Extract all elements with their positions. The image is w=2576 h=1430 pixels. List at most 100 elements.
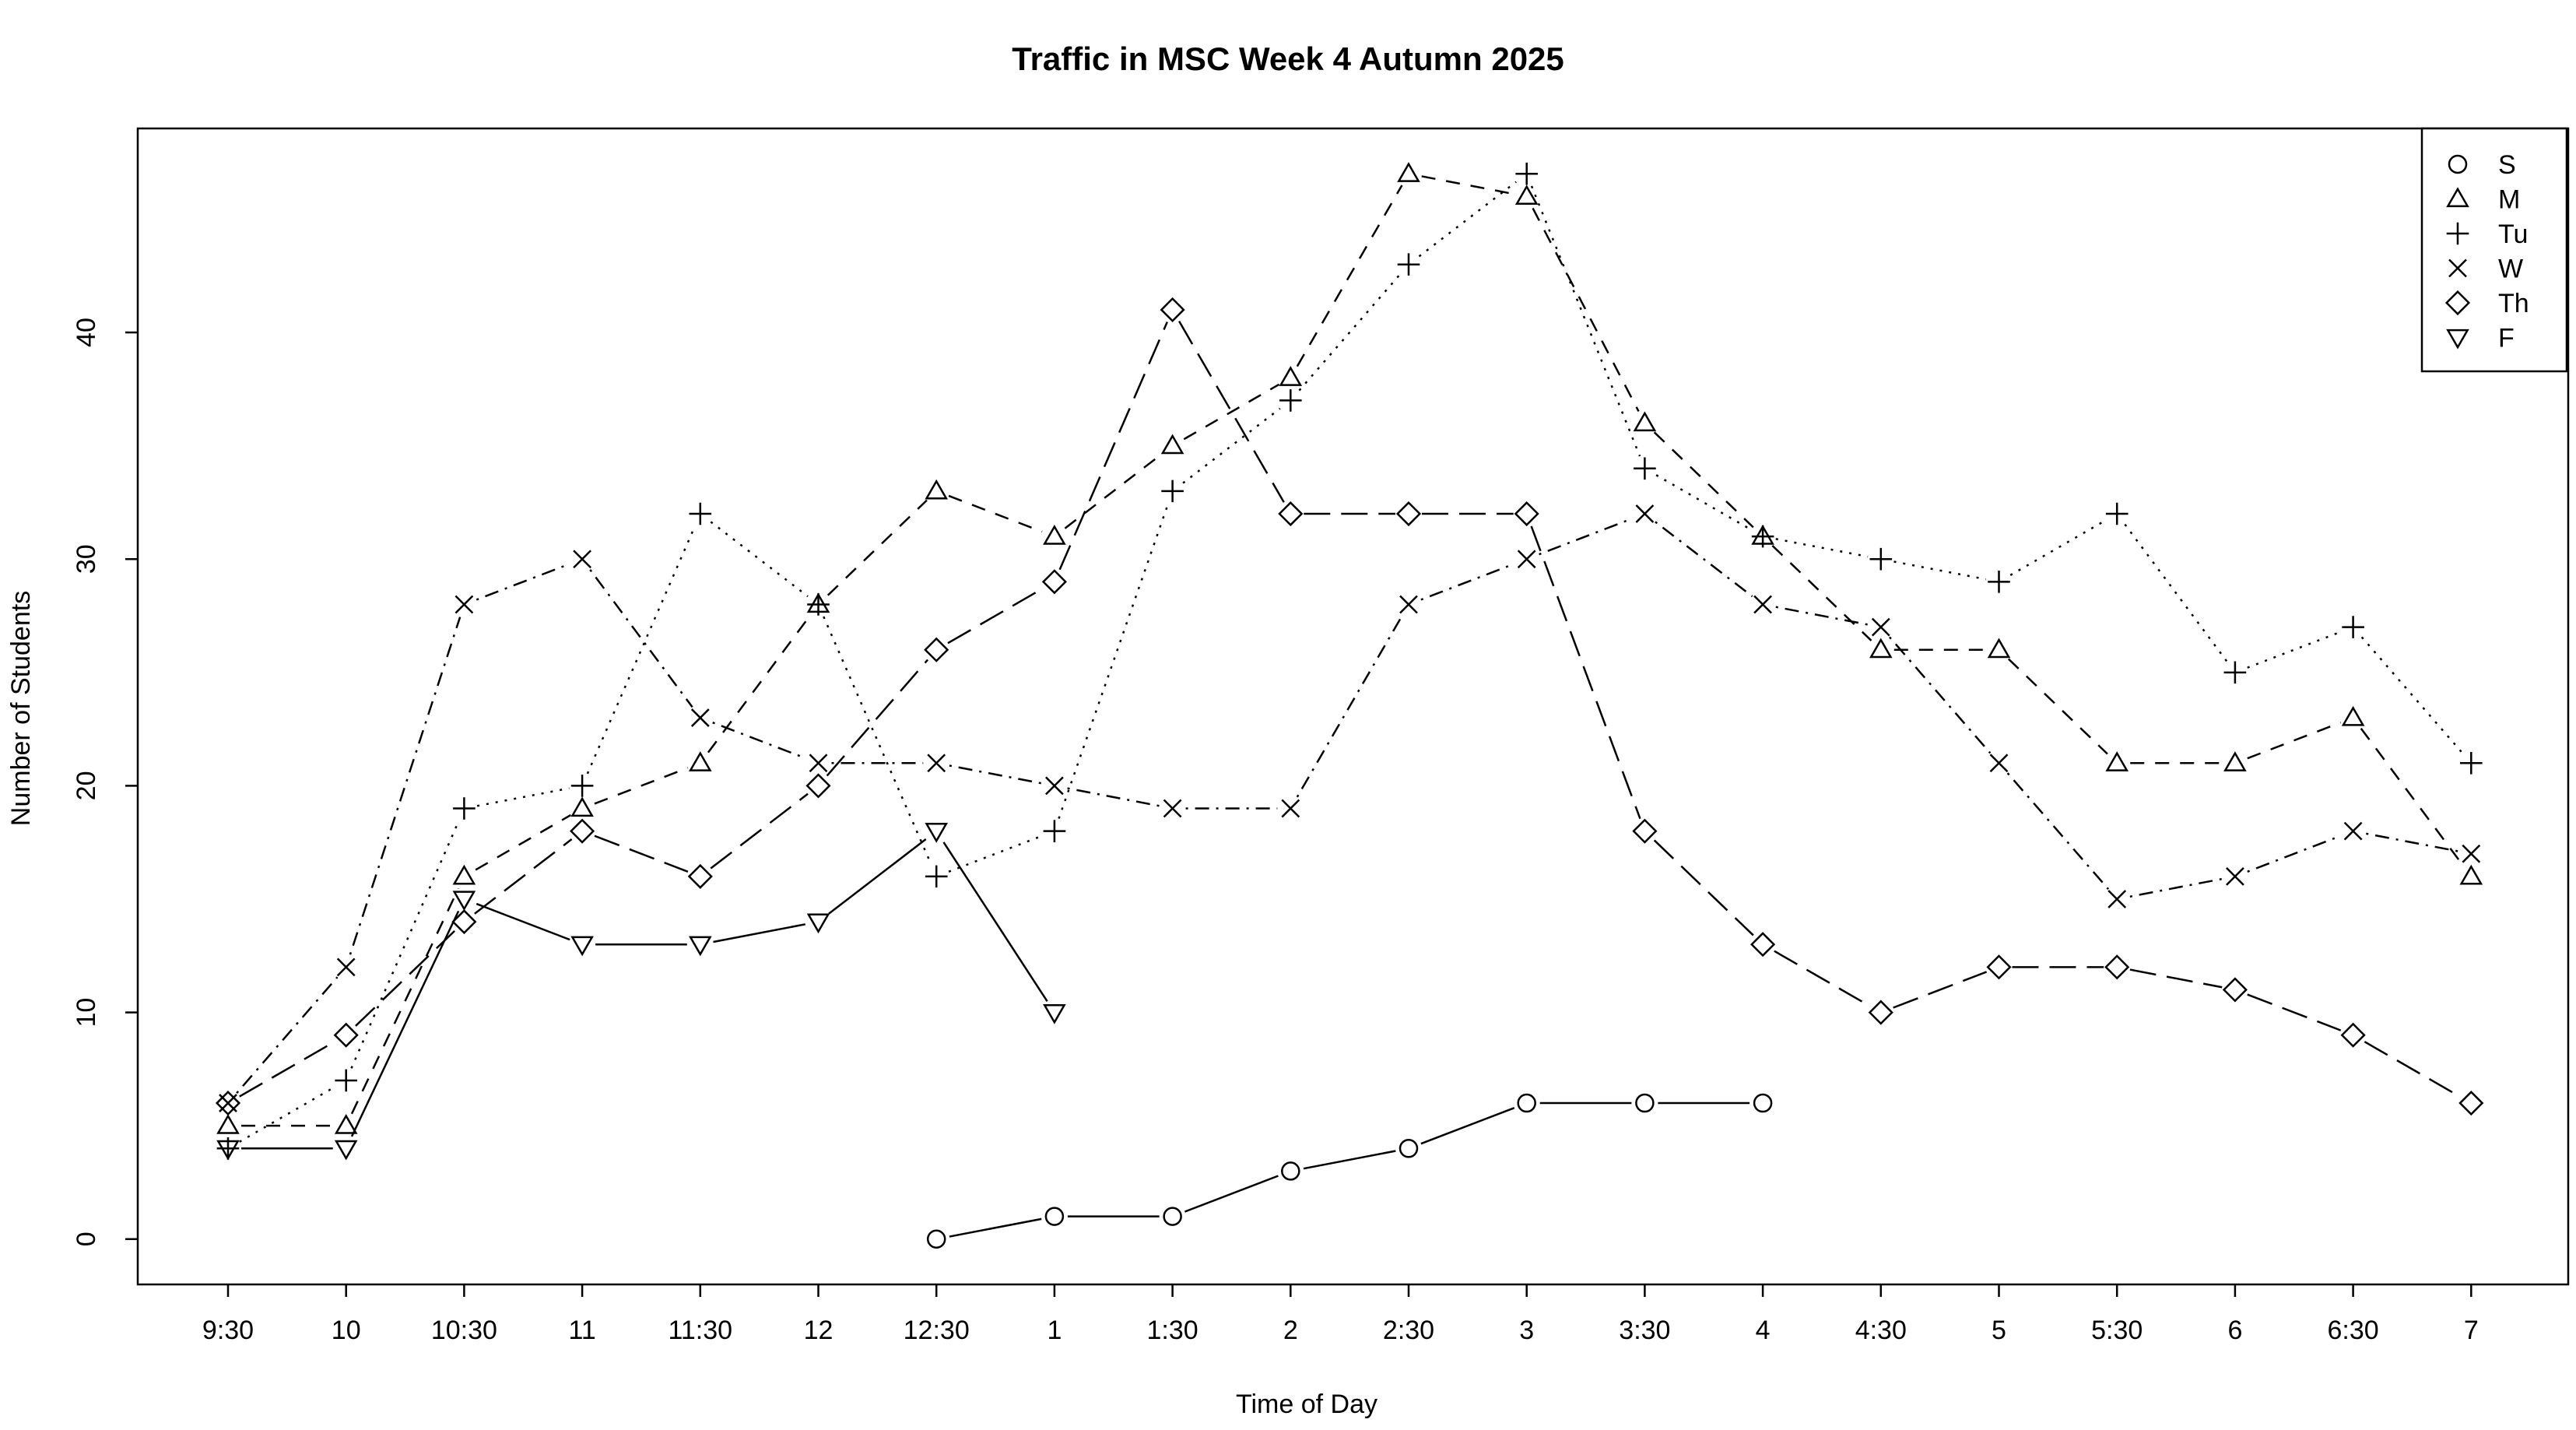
data-point <box>335 1069 357 1092</box>
series-segment <box>2366 832 2458 852</box>
data-point <box>1751 525 1774 548</box>
legend-label-tu: Tu <box>2498 220 2528 249</box>
legend: SM Tu W Th F <box>2420 127 2568 373</box>
legend-box <box>2420 127 2568 373</box>
x-tick-label: 6 <box>2227 1316 2242 1345</box>
series-segment <box>712 721 807 760</box>
data-point <box>451 909 477 935</box>
legend-marker-w <box>2448 258 2467 278</box>
data-point <box>216 1114 240 1134</box>
y-tick-label: 10 <box>72 998 101 1028</box>
series-segment <box>239 1041 335 1098</box>
series-segment <box>1539 517 1633 556</box>
series-segment <box>594 834 689 873</box>
data-point <box>1043 1003 1066 1024</box>
series-segment <box>1653 839 1754 936</box>
data-point <box>688 936 712 957</box>
data-point <box>1163 799 1182 818</box>
data-point <box>334 1140 358 1161</box>
data-point <box>1634 457 1656 480</box>
series-segment <box>1182 407 1281 484</box>
data-point <box>1397 253 1420 276</box>
series-segment <box>713 923 806 943</box>
data-point <box>2107 890 2127 908</box>
series-segment <box>2247 631 2342 669</box>
data-point <box>2105 502 2129 525</box>
data-point <box>1281 1161 1300 1181</box>
data-point <box>1041 569 1067 595</box>
legend-label-th: Th <box>2498 289 2529 318</box>
series-segment <box>2129 968 2223 989</box>
legend-label-f: F <box>2498 324 2515 353</box>
data-point <box>1750 932 1776 957</box>
data-point <box>1635 1093 1655 1113</box>
series-segment <box>826 499 928 596</box>
data-point <box>2223 661 2247 684</box>
x-tick-label: 4 <box>1756 1316 1771 1345</box>
data-point <box>926 1229 946 1249</box>
plot-frame <box>136 127 2570 1286</box>
series-segment <box>1655 474 1752 531</box>
series-segment <box>710 521 809 598</box>
data-point <box>924 637 949 662</box>
y-axis: 0 10 20 30 40 <box>72 318 138 1246</box>
series-segment <box>1058 321 1168 571</box>
series-segment <box>710 792 809 870</box>
legend-marker-m <box>2446 187 2469 208</box>
series-segment <box>594 767 689 805</box>
data-point <box>1399 595 1418 614</box>
series-w <box>219 504 2481 1112</box>
data-point <box>1988 571 2010 593</box>
series-segment <box>2364 1041 2461 1098</box>
data-point <box>1278 501 1304 527</box>
y-tick-label: 20 <box>72 771 101 800</box>
data-point <box>1869 547 1893 571</box>
data-point <box>1514 184 1539 205</box>
series-segment <box>707 614 812 754</box>
series-segment <box>1064 453 1163 529</box>
series-segment <box>476 563 570 601</box>
data-point <box>2222 977 2248 1003</box>
series-segment <box>1303 1150 1396 1170</box>
series-segment <box>1774 950 1870 1007</box>
data-point <box>1753 1093 1773 1113</box>
data-point <box>573 550 591 569</box>
y-tick-label: 40 <box>72 318 101 347</box>
data-point <box>570 775 594 797</box>
series-m <box>216 162 2483 1134</box>
series-segment <box>2124 523 2228 662</box>
series-segment <box>1058 503 1170 819</box>
data-point <box>927 754 946 773</box>
data-point <box>454 595 474 614</box>
data-point <box>570 936 594 957</box>
series-segment <box>1893 971 1988 1009</box>
data-point <box>925 823 949 843</box>
data-point <box>1399 1139 1419 1158</box>
series-segment <box>589 569 693 708</box>
data-point <box>570 818 595 844</box>
legend-marker-tu <box>2446 222 2469 245</box>
data-point <box>1044 1207 1065 1226</box>
data-point <box>1281 799 1300 818</box>
series-segment <box>1420 1106 1515 1145</box>
series-segment <box>355 929 456 1027</box>
series-segment <box>236 976 339 1094</box>
data-point <box>1279 366 1303 386</box>
legend-marker-s <box>2448 154 2468 174</box>
data-point <box>925 865 948 888</box>
x-tick-label: 12 <box>804 1316 834 1345</box>
series-segment <box>586 525 697 775</box>
series-segment <box>949 764 1042 785</box>
series-segment <box>1298 273 1401 392</box>
data-point <box>1045 776 1064 796</box>
series-segment <box>948 834 1043 873</box>
data-point <box>1043 524 1066 545</box>
data-point <box>2462 844 2481 863</box>
data-point <box>1989 754 2009 773</box>
x-tick-label: 2 <box>1283 1316 1298 1345</box>
series-tu <box>216 162 2483 1160</box>
y-tick-label: 30 <box>72 544 101 574</box>
series-segment <box>1183 383 1280 441</box>
data-point <box>806 913 830 934</box>
